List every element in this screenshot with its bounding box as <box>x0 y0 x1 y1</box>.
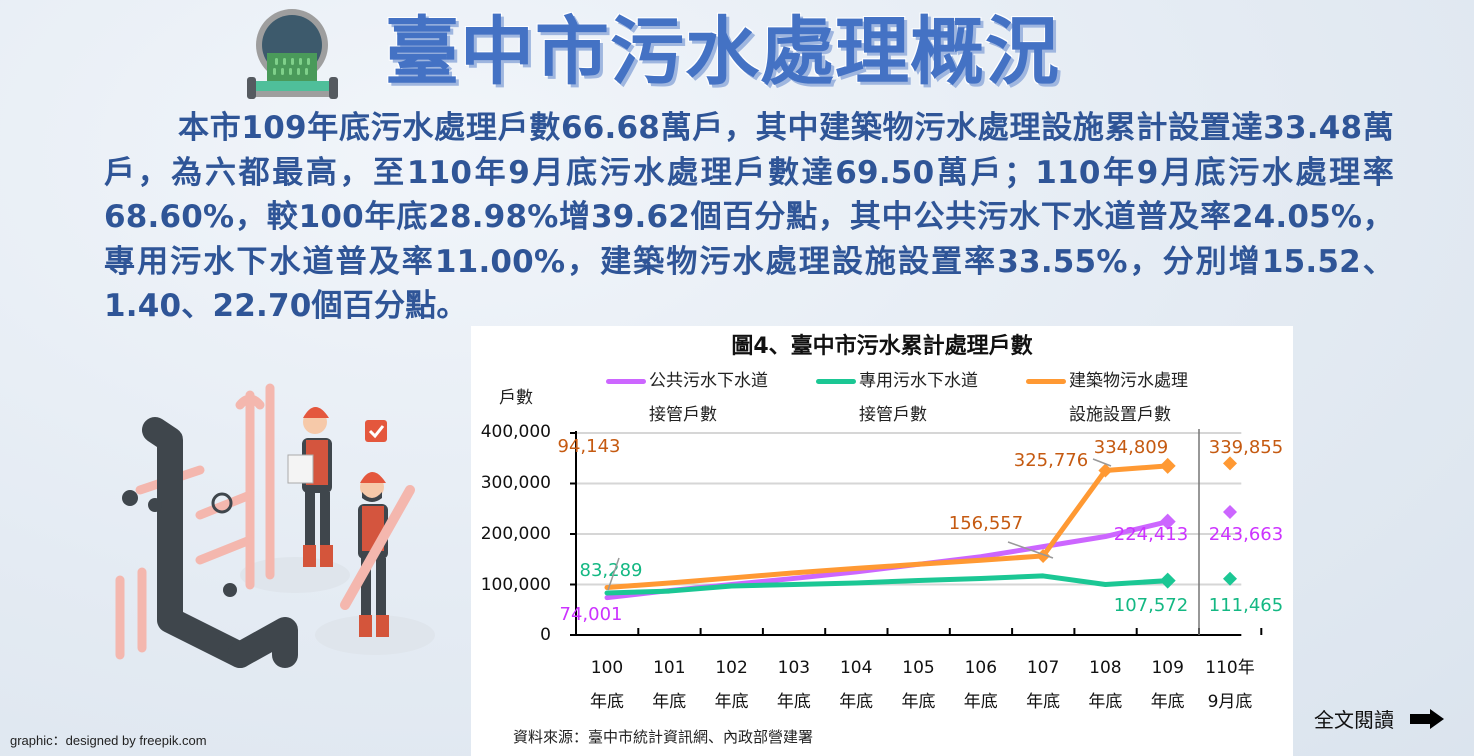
x-tick-label: 100 <box>590 658 624 678</box>
y-tick: 300,000 <box>480 473 551 493</box>
svg-text:243,663: 243,663 <box>1209 524 1283 545</box>
x-tick-label: 104 <box>839 658 873 678</box>
legend-item-dedicated-sewer-line2: 接管戶數 <box>859 405 927 425</box>
x-tick-label: 年底 <box>901 692 936 712</box>
x-tick-label: 108 <box>1089 658 1122 678</box>
x-tick-label: 9月底 <box>1207 692 1253 712</box>
y-tick: 0 <box>540 625 551 645</box>
arrow-right-icon <box>1410 708 1444 729</box>
chart-panel: 圖4、臺中市污水累計處理戶數 公共污水下水道 接管戶數 專用污水下水道 接管戶數… <box>471 326 1293 756</box>
legend-label: 建築物污水處理 <box>1069 371 1188 391</box>
x-tick-label: 年底 <box>1088 692 1123 712</box>
legend-item-building-treatment-line2: 設施設置戶數 <box>1069 405 1171 425</box>
svg-text:339,855: 339,855 <box>1209 437 1283 458</box>
read-more-label: 全文閱讀 <box>1314 708 1394 732</box>
summary-paragraph: 本市109年底污水處理戶數66.68萬戶，其中建築物污水處理設施累計設置達33.… <box>104 110 1394 324</box>
y-tick: 400,000 <box>480 422 551 442</box>
x-tick-label: 年底 <box>714 692 749 712</box>
sewer-pipe-icon <box>245 3 340 99</box>
legend-label: 專用污水下水道 <box>859 371 978 391</box>
page-title: 臺中市污水處理概況 <box>385 9 1060 95</box>
x-tick-label: 107 <box>1026 658 1060 678</box>
legend-item-building-treatment: 建築物污水處理 <box>1026 364 1188 398</box>
legend-swatch-green <box>816 378 856 384</box>
x-tick-label: 年底 <box>1150 692 1185 712</box>
y-axis-unit-label: 戶數 <box>499 388 533 408</box>
y-tick: 100,000 <box>480 575 551 595</box>
x-tick-label: 109 <box>1151 658 1184 678</box>
x-tick-label: 年底 <box>776 692 811 712</box>
y-tick: 200,000 <box>480 524 551 544</box>
x-tick-label: 101 <box>653 658 686 678</box>
x-tick-label: 年底 <box>590 692 624 712</box>
x-tick-label: 106 <box>964 658 998 678</box>
line-chart-plot: 74,001 224,413 243,663 83,289 107,572 111,465… <box>558 429 1283 636</box>
svg-text:83,289: 83,289 <box>580 560 643 581</box>
svg-text:325,776: 325,776 <box>1014 450 1088 471</box>
x-tick-label: 年底 <box>963 692 998 712</box>
legend-item-public-sewer: 公共污水下水道 <box>606 364 768 398</box>
svg-text:111,465: 111,465 <box>1209 595 1283 616</box>
data-source-note: 資料來源：臺中市統計資訊網、內政部營建署 <box>513 728 814 746</box>
x-tick-label: 年底 <box>1026 692 1061 712</box>
legend-label: 公共污水下水道 <box>649 371 768 391</box>
legend-swatch-orange <box>1026 378 1066 384</box>
x-tick-label: 102 <box>715 658 748 678</box>
x-tick-label: 105 <box>902 658 935 678</box>
x-tick-label: 103 <box>777 658 811 678</box>
svg-text:74,001: 74,001 <box>560 604 623 625</box>
x-tick-label: 年底 <box>652 692 687 712</box>
x-tick-label: 年底 <box>839 692 874 712</box>
graphic-credit: graphic：designed by freepik.com <box>10 733 207 748</box>
chart-title: 圖4、臺中市污水累計處理戶數 <box>731 334 1033 359</box>
read-full-text-link[interactable]: 全文閱讀 <box>1314 704 1444 733</box>
legend-item-dedicated-sewer: 專用污水下水道 <box>816 364 978 398</box>
x-tick-label: 110年 <box>1205 658 1255 678</box>
legend-swatch-purple <box>606 378 646 384</box>
workers-pipes-illustration <box>110 380 440 680</box>
svg-text:156,557: 156,557 <box>949 513 1023 534</box>
svg-text:224,413: 224,413 <box>1114 524 1188 545</box>
svg-text:94,143: 94,143 <box>558 436 621 457</box>
legend-item-public-sewer-line2: 接管戶數 <box>649 405 717 425</box>
svg-text:107,572: 107,572 <box>1114 595 1188 616</box>
svg-text:334,809: 334,809 <box>1094 437 1168 458</box>
